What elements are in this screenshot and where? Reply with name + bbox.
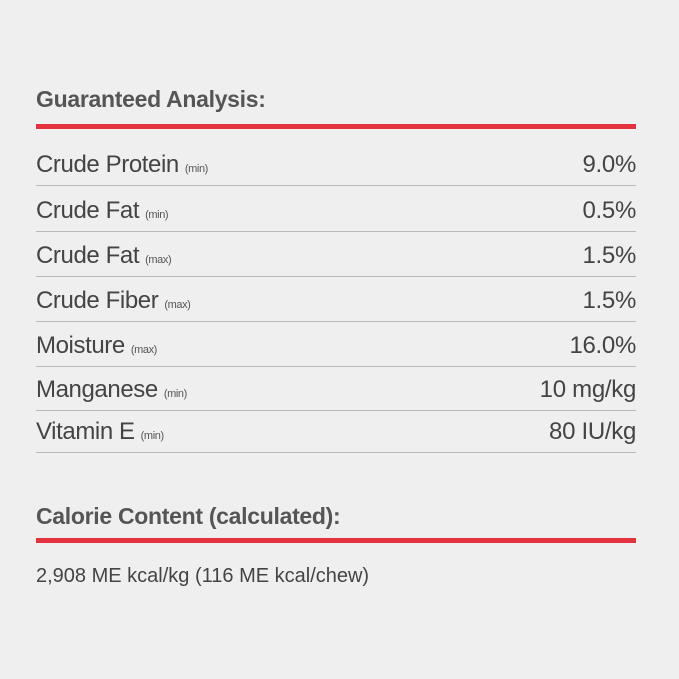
nutrient-name: Manganese (min)	[36, 376, 187, 404]
table-row: Vitamin E (min) 80 IU/kg	[36, 408, 636, 453]
divider	[36, 538, 636, 543]
nutrient-value: 80 IU/kg	[549, 418, 636, 445]
qualifier: (min)	[163, 388, 187, 400]
nutrient-value: 1.5%	[582, 242, 636, 269]
nutrient-value: 10 mg/kg	[539, 376, 637, 403]
nutrient-name: Crude Fat (max)	[36, 242, 172, 270]
nutrient-label: Crude Fat	[36, 242, 140, 269]
qualifier: (min)	[145, 209, 169, 221]
table-row: Crude Fat (max) 1.5%	[36, 232, 636, 277]
qualifier: (max)	[164, 299, 191, 311]
qualifier: (min)	[140, 430, 164, 442]
nutrient-label: Crude Protein	[36, 151, 179, 178]
section-title: Guaranteed Analysis:	[36, 86, 266, 112]
table-row: Manganese (min) 10 mg/kg	[36, 366, 636, 411]
table-row: Crude Protein (min) 9.0%	[36, 141, 636, 186]
nutrient-value: 1.5%	[582, 287, 636, 314]
nutrient-name: Moisture (max)	[36, 332, 157, 360]
qualifier: (max)	[145, 254, 172, 266]
nutrient-name: Crude Protein (min)	[36, 151, 208, 179]
nutrient-value: 9.0%	[582, 151, 636, 178]
nutrient-label: Manganese	[36, 376, 158, 403]
divider	[36, 124, 636, 129]
table-row: Crude Fiber (max) 1.5%	[36, 277, 636, 322]
nutrient-label: Crude Fiber	[36, 287, 159, 314]
section-title: Calorie Content (calculated):	[36, 503, 341, 529]
nutrient-label: Vitamin E	[36, 418, 135, 445]
table-row: Moisture (max) 16.0%	[36, 322, 636, 367]
nutrient-label: Moisture	[36, 332, 125, 359]
nutrient-value: 16.0%	[569, 332, 636, 359]
nutrient-name: Crude Fiber (max)	[36, 287, 191, 315]
nutrient-name: Vitamin E (min)	[36, 418, 164, 446]
nutrient-value: 0.5%	[582, 197, 636, 224]
nutrient-label: Crude Fat	[36, 197, 140, 224]
qualifier: (min)	[184, 163, 208, 175]
calorie-text: 2,908 ME kcal/kg (116 ME kcal/chew)	[36, 565, 370, 587]
nutrient-name: Crude Fat (min)	[36, 197, 169, 225]
qualifier: (max)	[130, 344, 158, 356]
table-row: Crude Fat (min) 0.5%	[36, 187, 636, 232]
